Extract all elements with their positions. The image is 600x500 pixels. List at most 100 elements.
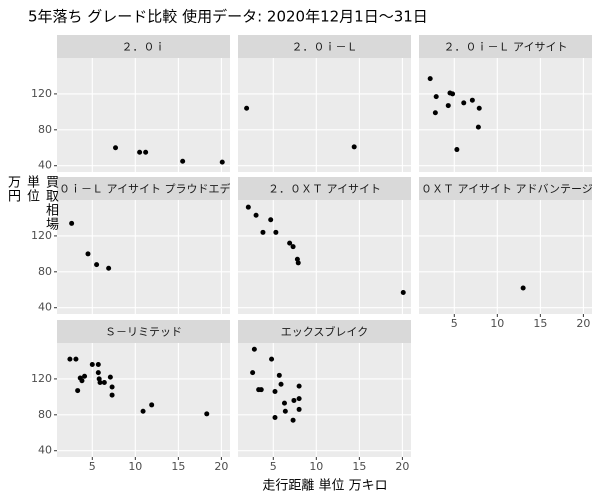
point xyxy=(290,244,296,250)
strip xyxy=(238,320,411,343)
panel xyxy=(238,200,411,314)
point xyxy=(140,408,146,414)
point xyxy=(109,392,115,398)
point xyxy=(137,149,143,155)
x-tick-label: 20 xyxy=(395,460,409,473)
panel xyxy=(57,343,230,457)
point xyxy=(219,159,225,165)
point xyxy=(273,229,279,235)
point xyxy=(113,145,119,151)
x-tick-label: 15 xyxy=(171,460,185,473)
x-tick-label: 20 xyxy=(576,317,590,330)
point xyxy=(250,370,256,376)
point xyxy=(180,158,186,164)
point xyxy=(204,411,210,417)
point xyxy=(290,417,296,423)
point xyxy=(101,379,107,385)
point xyxy=(296,396,302,402)
x-tick-label: 5 xyxy=(451,317,458,330)
point xyxy=(107,374,113,380)
point xyxy=(450,91,456,97)
point xyxy=(260,229,266,235)
y-tick-label: 40 xyxy=(38,159,52,172)
point xyxy=(95,362,101,368)
point xyxy=(287,240,293,246)
panel xyxy=(57,200,230,314)
x-tick-label: 10 xyxy=(309,460,323,473)
point xyxy=(295,260,301,266)
point xyxy=(79,378,85,384)
point xyxy=(296,383,302,389)
point xyxy=(269,356,275,362)
point xyxy=(75,388,81,394)
point xyxy=(475,124,481,130)
point xyxy=(69,220,75,226)
point xyxy=(149,402,155,408)
point xyxy=(469,97,475,103)
y-tick-label: 120 xyxy=(31,372,52,385)
x-tick-label: 10 xyxy=(128,460,142,473)
panel xyxy=(57,58,230,172)
point xyxy=(454,147,460,153)
strip-label: ２．０ＸＴ アイサイト xyxy=(268,183,381,196)
strip xyxy=(238,35,411,58)
point xyxy=(251,346,257,352)
x-tick-label: 20 xyxy=(214,460,228,473)
panel xyxy=(238,58,411,172)
panel xyxy=(238,343,411,457)
point xyxy=(432,110,438,116)
x-tick-label: 15 xyxy=(352,460,366,473)
point xyxy=(97,379,103,385)
point xyxy=(272,415,278,421)
x-axis-label: 走行距離 単位 万キロ xyxy=(262,478,387,494)
point xyxy=(296,406,302,412)
strip-label: Ｓ－リミテッド xyxy=(105,326,182,339)
y-tick-label: 40 xyxy=(38,301,52,314)
strip-label: ２．０ｉ－Ｌ xyxy=(292,41,358,54)
point xyxy=(476,105,482,111)
strip-label: ０ＸＴ アイサイト アドバンテージ ライ xyxy=(421,183,600,196)
strip xyxy=(57,35,230,58)
point xyxy=(67,356,73,362)
x-tick-label: 15 xyxy=(533,317,547,330)
strip xyxy=(419,177,592,200)
y-tick-label: 80 xyxy=(38,265,52,278)
point xyxy=(89,362,95,368)
point xyxy=(106,265,112,271)
y-tick-label: 80 xyxy=(38,123,52,136)
chart-title: 5年落ち グレード比較 使用データ: 2020年12月1日～31日 xyxy=(28,8,428,26)
point xyxy=(258,387,264,393)
y-tick-label: 120 xyxy=(31,87,52,100)
point xyxy=(351,144,357,150)
point xyxy=(433,94,439,100)
point xyxy=(520,285,526,291)
point xyxy=(272,388,278,394)
strip-label: エックスブレイク xyxy=(281,325,368,339)
point xyxy=(282,408,288,414)
y-tick-label: 80 xyxy=(38,408,52,421)
point xyxy=(278,381,284,387)
point xyxy=(143,149,149,155)
point xyxy=(85,251,91,257)
y-tick-label: 40 xyxy=(38,444,52,457)
point xyxy=(94,262,100,268)
x-tick-label: 5 xyxy=(270,460,277,473)
point xyxy=(281,400,287,406)
strip xyxy=(57,320,230,343)
strip xyxy=(419,35,592,58)
point xyxy=(82,373,88,379)
point xyxy=(427,76,433,82)
x-tick-label: 10 xyxy=(490,317,504,330)
point xyxy=(245,204,251,210)
panel xyxy=(419,200,592,314)
point xyxy=(276,372,282,378)
point xyxy=(109,384,115,390)
point xyxy=(73,356,79,362)
point xyxy=(291,397,297,403)
point xyxy=(461,100,467,106)
strip xyxy=(57,177,230,200)
strip-label: ２．０ｉ xyxy=(122,41,166,54)
point xyxy=(253,212,259,218)
x-tick-label: 5 xyxy=(89,460,96,473)
strip-label: ２．０ｉ－Ｌ アイサイト xyxy=(444,41,568,54)
